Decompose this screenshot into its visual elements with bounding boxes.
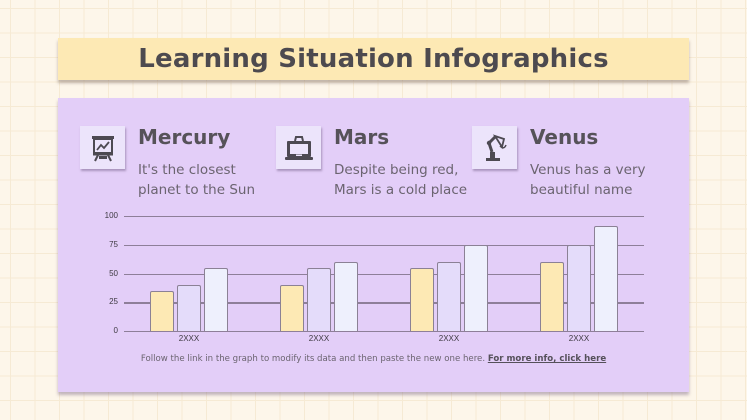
more-info-link[interactable]: For more info, click here	[487, 354, 607, 364]
bar[interactable]	[307, 267, 331, 331]
card-description: It's the closest planet to the Sun	[138, 162, 256, 198]
y-tick-label: 25	[109, 297, 118, 307]
card-title: Venus	[530, 125, 599, 149]
y-tick-label: 75	[109, 239, 118, 249]
bar[interactable]	[177, 285, 201, 331]
card-mercury: Mercury It's the closest planet to the S…	[80, 125, 270, 206]
x-category-label: 2XXX	[438, 334, 460, 343]
y-tick-label: 50	[109, 268, 118, 278]
page-title: Learning Situation Infographics	[138, 44, 609, 74]
y-tick-label: 0	[113, 326, 118, 335]
card-mars: Mars Despite being red, Mars is a cold p…	[276, 125, 467, 206]
bar-chart[interactable]: 0 25 50 75 100 2XXX 2XXX 2XXX 2XXX	[88, 206, 648, 351]
gridline	[124, 331, 644, 333]
card-description: Venus has a very beautiful name	[530, 162, 646, 198]
bar[interactable]	[567, 244, 591, 331]
bar[interactable]	[280, 285, 304, 331]
x-category-label: 2XXX	[308, 334, 330, 343]
bar[interactable]	[334, 262, 358, 331]
presentation-board-icon	[80, 126, 125, 169]
desk-lamp-icon	[472, 126, 517, 169]
content-panel: Mercury It's the closest planet to the S…	[58, 98, 689, 392]
footer-note: Follow the link in the graph to modify i…	[58, 354, 689, 364]
gridline	[124, 244, 644, 247]
bar[interactable]	[464, 244, 488, 331]
x-category-label: 2XXX	[178, 334, 200, 343]
card-description: Despite being red, Mars is a cold place	[334, 162, 468, 198]
y-tick-label: 100	[104, 211, 118, 220]
gridline	[124, 273, 644, 275]
laptop-icon	[276, 126, 321, 169]
bar[interactable]	[204, 267, 228, 331]
card-title: Mars	[334, 125, 390, 149]
bar[interactable]	[150, 290, 174, 331]
bar[interactable]	[594, 226, 618, 331]
title-banner: Learning Situation Infographics	[58, 38, 689, 80]
bar[interactable]	[437, 262, 461, 331]
x-category-label: 2XXX	[568, 334, 590, 343]
bar[interactable]	[540, 262, 564, 331]
gridline	[124, 302, 644, 304]
card-venus: Venus Venus has a very beautiful name	[472, 125, 662, 206]
footer-text: Follow the link in the graph to modify i…	[140, 354, 486, 364]
bar[interactable]	[410, 267, 434, 331]
card-title: Mercury	[138, 125, 231, 149]
gridline	[124, 216, 644, 218]
